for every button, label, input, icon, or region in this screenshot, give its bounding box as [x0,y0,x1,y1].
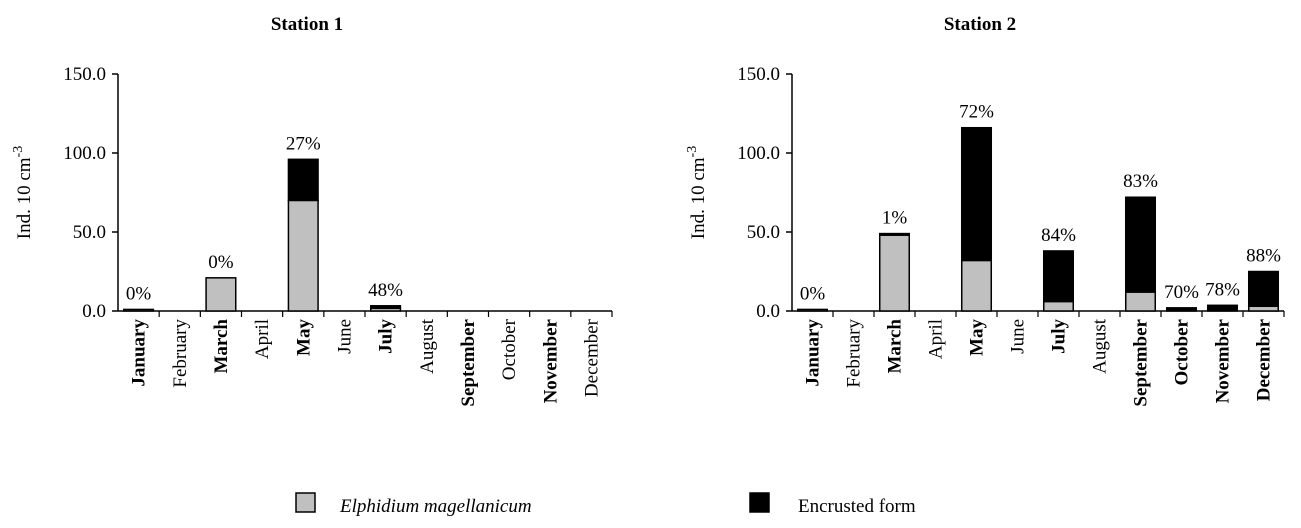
x-tick-label: August [1090,318,1111,374]
bar-segment [123,308,155,312]
y-axis-label: Ind. 10 cm-3 [685,146,709,239]
percent-label: 0% [126,283,152,304]
percent-label: 88% [1246,246,1281,267]
x-tick-label: June [1008,319,1029,354]
x-tick-label: July [1049,319,1070,354]
bar-segment [960,126,993,262]
x-tick-label: April [926,319,947,359]
y-axis-label-text: Ind. 10 cm [14,157,35,239]
x-tick-label: May [293,319,314,356]
x-tick-label: November [1213,318,1234,403]
bar-segment [1124,291,1157,312]
bar-segment [960,259,993,312]
y-tick-label: 50.0 [73,222,106,243]
x-tick-label: March [885,319,906,374]
x-tick-label: October [1172,318,1193,385]
bar-segment [1042,250,1075,303]
x-tick-label: December [581,318,602,397]
x-tick-label: August [417,318,438,374]
x-tick-label: December [1254,318,1275,401]
percent-label: 70% [1164,282,1199,303]
bar-segment [1124,196,1157,293]
y-axis-label-text: Ind. 10 cm [688,157,709,239]
bar-segment [796,308,829,312]
percent-label: 0% [208,252,234,273]
percent-label: 48% [368,280,403,301]
y-tick-label: 100.0 [63,143,106,164]
x-tick-label: January [803,319,824,387]
legend-label: Encrusted form [798,496,916,517]
x-tick-label: February [844,319,865,388]
x-tick-label: June [334,319,355,354]
bar-segment [287,199,319,312]
y-axis-label: Ind. 10 cm-3 [11,146,35,239]
y-tick-label: 150.0 [63,64,106,85]
bar-segment [878,234,911,312]
x-tick-label: February [170,319,191,388]
x-tick-label: September [1131,318,1152,406]
bar-segment [1206,304,1239,311]
bar-segment [287,158,319,202]
y-tick-label: 0.0 [82,301,106,322]
percent-label: 72% [959,102,994,123]
y-axis-label-sup: -3 [11,146,26,158]
bar-segment [878,232,911,236]
legend-swatch [295,492,316,513]
x-tick-label: April [252,319,273,359]
percent-label: 84% [1041,225,1076,246]
y-tick-label: 0.0 [756,301,780,322]
legend-swatch [749,492,770,513]
x-tick-label: May [967,319,988,356]
y-tick-label: 150.0 [737,64,780,85]
x-tick-label: July [376,319,397,354]
chart-title: Station 2 [944,14,1016,35]
percent-label: 78% [1205,279,1240,300]
percent-label: 1% [882,208,908,229]
x-tick-label: September [458,318,479,406]
x-tick-label: October [499,318,520,380]
bar-segment [205,277,237,312]
bar-segment [1042,300,1075,312]
percent-label: 83% [1123,171,1158,192]
percent-label: 0% [800,283,826,304]
x-tick-label: March [211,319,232,374]
legend-label: Elphidium magellanicum [339,496,532,517]
x-tick-label: November [540,318,561,403]
y-axis-label-sup: -3 [685,146,700,158]
bar-segment [370,305,402,310]
y-tick-label: 50.0 [747,222,780,243]
bar-segment [1165,307,1198,311]
bar-segment [1247,270,1280,308]
percent-label: 27% [286,133,321,154]
chart-title: Station 1 [271,14,343,35]
y-tick-label: 100.0 [737,143,780,164]
x-tick-label: January [129,319,150,387]
